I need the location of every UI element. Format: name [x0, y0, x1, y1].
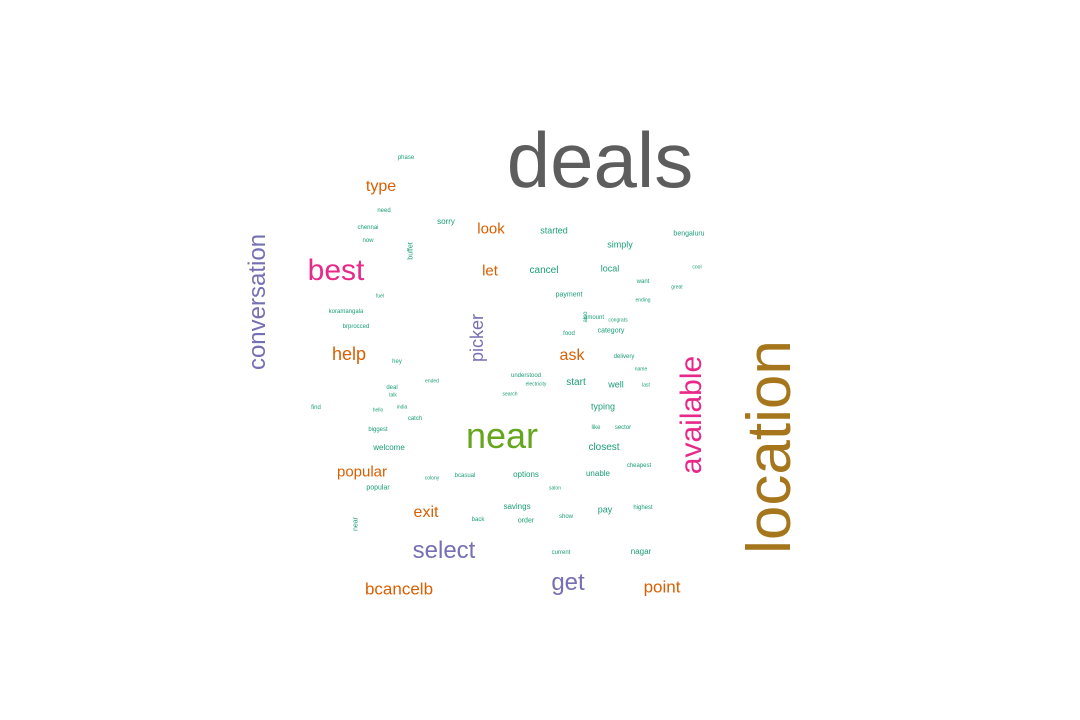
word-minor: started [540, 225, 568, 236]
word-minor: back [471, 517, 485, 523]
word-minor: order [517, 517, 535, 525]
word-minor: well [608, 379, 624, 390]
word-minor: highest [633, 505, 653, 511]
word-minor: hello [372, 407, 384, 414]
word-minor: simply [607, 239, 633, 250]
word-minor: bengaluru [673, 230, 705, 238]
word-minor: want [636, 279, 650, 285]
word-minor: options [513, 470, 539, 479]
word-exit: exit [413, 504, 439, 521]
word-minor: cool [692, 264, 702, 271]
word-minor: deal [386, 385, 398, 391]
word-minor: salon [549, 485, 561, 492]
word-minor: local [600, 263, 620, 274]
word-minor: nagar [630, 547, 652, 556]
word-type: type [365, 178, 397, 195]
word-minor: chennai [357, 225, 379, 231]
word-minor: ended [425, 378, 439, 385]
word-minor: unable [585, 469, 611, 478]
word-conversation: conversation [244, 233, 271, 371]
word-minor: need [377, 208, 391, 214]
word-minor: like [591, 425, 601, 431]
word-minor: sector [614, 425, 632, 431]
word-minor: typing [590, 401, 616, 412]
word-minor: near [352, 516, 360, 532]
word-minor: electricity [525, 381, 547, 388]
word-near: near [465, 415, 539, 456]
word-minor: india [396, 404, 408, 411]
word-minor: ending [635, 297, 651, 304]
word-minor: phase [397, 155, 415, 161]
word-minor: popular [366, 484, 390, 492]
word-minor: search [502, 391, 518, 398]
word-minor: brprocced [342, 324, 370, 330]
word-minor: show [558, 514, 574, 520]
word-minor: talk [389, 392, 397, 399]
word-minor: cancel [529, 265, 559, 276]
word-minor: cheapest [626, 463, 652, 469]
word-minor: now [362, 238, 374, 244]
word-select: select [412, 537, 476, 564]
word-minor: understood [510, 373, 542, 379]
word-minor: current [551, 550, 571, 556]
word-minor: last [642, 382, 650, 389]
word-minor: also [583, 311, 589, 323]
word-available: available [675, 355, 708, 475]
word-deals: deals [506, 116, 694, 204]
word-bcancelb: bcancelb [364, 579, 434, 599]
word-help: help [331, 344, 367, 364]
word-minor: savings [503, 502, 531, 511]
word-minor: food [563, 331, 575, 337]
word-let: let [482, 262, 498, 280]
word-minor: fuel [375, 293, 385, 300]
word-location: location [735, 340, 804, 554]
word-minor: sorry [437, 217, 455, 226]
word-minor: koramangala [328, 309, 364, 315]
word-point: point [643, 577, 681, 597]
word-look: look [477, 220, 505, 238]
word-minor: payment [555, 291, 583, 299]
word-best: best [307, 254, 365, 287]
word-minor: find [311, 405, 321, 411]
word-minor: name [634, 366, 648, 373]
word-ask: ask [559, 347, 585, 364]
word-minor: welcome [373, 443, 405, 452]
word-minor: category [597, 327, 625, 335]
word-minor: congrats [608, 317, 628, 324]
word-minor: bcasual [454, 473, 476, 479]
word-minor: colony [424, 475, 440, 482]
word-minor: amount [583, 315, 605, 321]
word-minor: closest [588, 442, 620, 453]
word-popular: popular [336, 463, 388, 481]
word-minor: delivery [613, 354, 635, 360]
word-picker: picker [467, 313, 487, 363]
word-minor: catch [407, 416, 423, 422]
word-minor: great [671, 284, 683, 291]
word-get: get [551, 569, 585, 596]
word-minor: start [566, 377, 586, 388]
word-minor: hey [392, 359, 402, 365]
word-minor: biggest [368, 427, 388, 433]
word-minor: pay [597, 504, 613, 515]
word-minor: buffet [407, 242, 415, 260]
